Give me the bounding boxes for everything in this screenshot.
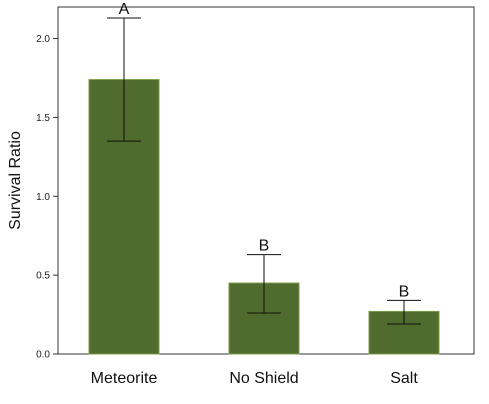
y-tick-label: 0.0 (36, 350, 50, 361)
significance-label: B (259, 238, 270, 255)
significance-labels: A B B (119, 1, 410, 300)
error-bars (107, 17, 421, 325)
x-axis-labels: Meteorite No Shield Salt (91, 370, 419, 387)
error-bar-meteorite (107, 17, 141, 142)
x-category-label: No Shield (229, 370, 298, 387)
y-axis-title: Survival Ratio (7, 131, 24, 230)
x-category-label: Meteorite (91, 370, 158, 387)
error-bar-no-shield (247, 254, 281, 314)
y-tick-label: 2.0 (36, 34, 50, 45)
error-bar-salt (387, 299, 421, 325)
significance-label: A (119, 1, 130, 18)
x-category-label: Salt (390, 370, 418, 387)
significance-label: B (399, 283, 410, 300)
y-tick-label: 0.5 (36, 271, 50, 282)
y-tick-label: 1.0 (36, 192, 50, 203)
bars (88, 79, 440, 355)
y-axis-ticks: 0.0 0.5 1.0 1.5 2.0 (36, 34, 58, 361)
y-tick-label: 1.5 (36, 113, 50, 124)
